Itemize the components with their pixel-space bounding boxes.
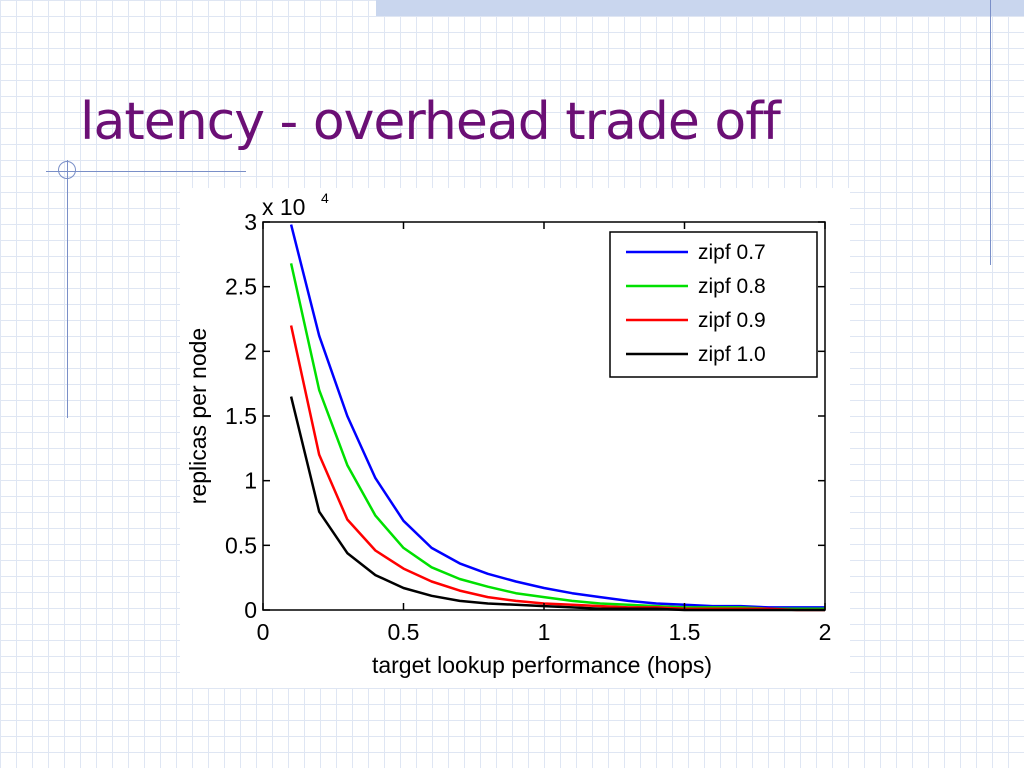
legend-label-1: zipf 0.7 [698,241,766,264]
x-tick-label: 1.5 [669,619,701,645]
x-tick-label: 2 [819,619,832,645]
right-rule-decoration [990,0,991,265]
ring-decoration [58,161,76,179]
y-tick-label: 2 [244,338,257,364]
left-rule-decoration [67,160,68,418]
y-tick-label: 1 [244,468,257,494]
title-underline-decoration [46,171,246,172]
slide-title: latency - overhead trade off [80,92,781,152]
legend: zipf 0.7 zipf 0.8 zipf 0.9 zipf 1.0 [609,231,818,378]
series-line-2 [289,263,825,610]
line-chart: 0 0.5 1 1.5 2 0 0.5 1 1.5 2 2.5 3 x 10 4 target loo… [185,190,831,678]
y-multiplier-label: x 10 [262,194,305,220]
chart-figure: 0 0.5 1 1.5 2 0 0.5 1 1.5 2 2.5 3 x 10 4 target loo… [180,188,850,688]
legend-label-4: zipf 1.0 [698,343,766,366]
series-line-1 [289,224,825,609]
legend-label-2: zipf 0.8 [698,275,766,298]
x-tick-label: 0.5 [388,619,420,645]
title-band-decoration [376,0,1024,16]
y-axis-label: replicas per node [185,328,211,504]
y-multiplier-exponent: 4 [321,190,329,206]
x-axis-label: target lookup performance (hops) [372,652,712,678]
x-tick-label: 1 [538,619,551,645]
y-tick-label: 1.5 [225,403,257,429]
y-tick-label: 0.5 [225,532,257,558]
x-tick-label: 0 [257,619,270,645]
series-line-3 [289,325,825,612]
axis-ticks: 0 0.5 1 1.5 2 0 0.5 1 1.5 2 2.5 3 [225,209,831,645]
y-tick-label: 2.5 [225,274,257,300]
y-tick-label: 0 [244,597,257,623]
y-tick-label: 3 [244,209,257,235]
series-line-4 [289,396,825,612]
legend-label-3: zipf 0.9 [698,309,766,332]
legend-items: zipf 0.7 zipf 0.8 zipf 0.9 zipf 1.0 [626,241,766,366]
